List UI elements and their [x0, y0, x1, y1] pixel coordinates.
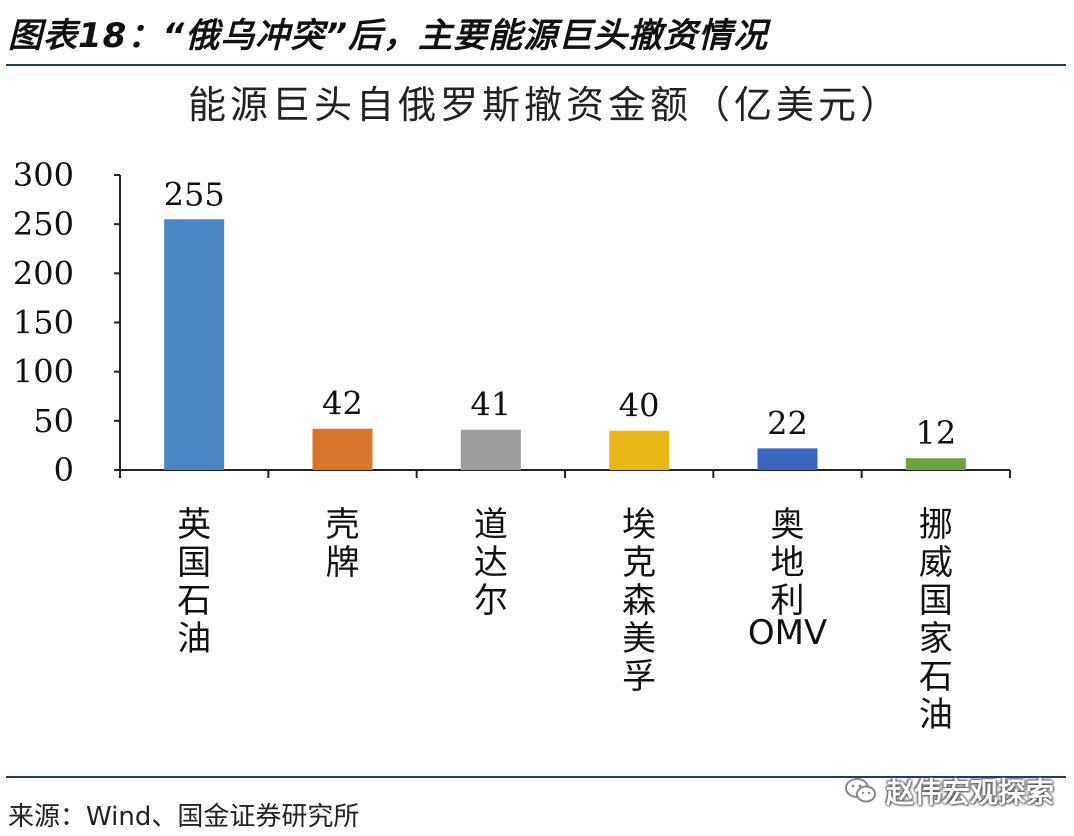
y-tick-label: 250 — [13, 205, 74, 243]
x-category-label: 道达尔 — [474, 505, 508, 621]
bar — [609, 430, 670, 470]
chart-title: 能源巨头自俄罗斯撤资金额（亿美元） — [188, 83, 902, 127]
data-label: 42 — [322, 385, 363, 423]
y-tick-label: 200 — [13, 254, 74, 292]
bar — [905, 458, 966, 470]
y-tick-label: 150 — [13, 304, 74, 342]
x-category-label: 挪威国家石油 — [919, 505, 953, 735]
data-label: 40 — [619, 387, 660, 425]
figure-title: 图表18：“俄乌冲突”后，主要能源巨头撤资情况 — [8, 16, 769, 56]
y-tick-label: 0 — [54, 451, 74, 489]
data-label: 255 — [164, 175, 225, 213]
y-tick-label: 300 — [13, 156, 74, 194]
bar — [757, 448, 818, 470]
watermark: 赵伟宏观探索 — [838, 774, 1060, 809]
data-label: 12 — [915, 414, 956, 452]
wechat-icon — [845, 778, 876, 803]
bar — [460, 429, 521, 470]
data-label: 41 — [470, 386, 511, 424]
bar-chart: 能源巨头自俄罗斯撤资金额（亿美元） 0 50 100 150 200 250 300 255 英… — [13, 83, 1011, 735]
plot-area: 0 50 100 150 200 250 300 255 英国石油 42 壳牌 41 道达尔 40 埃克森美… — [13, 156, 1011, 735]
title-divider — [6, 64, 1066, 66]
x-category-label: 壳牌 — [326, 505, 360, 583]
x-category-label: 奥地利 OMV — [748, 505, 827, 653]
bar — [312, 428, 373, 470]
bar — [164, 219, 225, 470]
source-note: 来源：Wind、国金证券研究所 — [8, 802, 360, 832]
watermark-text: 赵伟宏观探索 — [886, 776, 1055, 809]
data-label: 22 — [767, 404, 808, 442]
x-category-label: 英国石油 — [177, 505, 211, 659]
y-tick-label: 50 — [33, 402, 74, 440]
y-tick-label: 100 — [13, 353, 74, 391]
footer-divider — [6, 776, 1066, 778]
x-category-label: 埃克森美孚 — [622, 505, 656, 697]
